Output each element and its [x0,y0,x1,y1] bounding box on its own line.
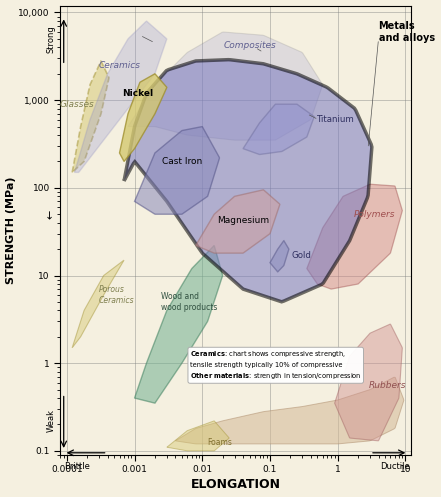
Polygon shape [243,104,314,155]
Polygon shape [335,324,402,441]
Text: Weak: Weak [46,410,55,432]
Text: Rubbers: Rubbers [369,381,407,391]
Polygon shape [128,32,323,140]
Text: Magnesium: Magnesium [217,216,269,225]
Polygon shape [270,241,289,272]
X-axis label: ELONGATION: ELONGATION [191,479,280,492]
Polygon shape [135,246,223,403]
Polygon shape [176,377,404,444]
Text: Gold: Gold [292,251,312,260]
Polygon shape [72,61,109,172]
Y-axis label: STRENGTH (MPa): STRENGTH (MPa) [6,176,15,284]
Polygon shape [120,74,167,162]
Text: Cast Iron: Cast Iron [162,157,202,166]
Polygon shape [196,190,280,253]
Text: Ceramics: Ceramics [98,61,141,70]
Polygon shape [135,127,219,214]
Text: Nickel: Nickel [122,89,153,98]
Text: $\bf{Ceramics}$: chart shows compressive strength,
tensile strength typically 10: $\bf{Ceramics}$: chart shows compressive… [190,349,362,381]
Text: Porous
Ceramics: Porous Ceramics [99,285,135,305]
Text: Metals
and alloys: Metals and alloys [378,21,435,43]
Polygon shape [307,184,402,289]
Text: Glasses: Glasses [60,100,94,109]
Text: Wood and
wood products: Wood and wood products [161,292,218,312]
Text: Strong: Strong [46,25,55,53]
Text: Titanium: Titanium [318,115,355,124]
Polygon shape [124,60,372,302]
Text: Brittle: Brittle [64,462,90,471]
Polygon shape [75,21,167,172]
Text: Foams: Foams [208,438,232,447]
Polygon shape [72,260,124,348]
Polygon shape [167,421,229,451]
Text: Ductile: Ductile [380,462,410,471]
Text: ←: ← [46,210,56,219]
Text: Polymers: Polymers [354,210,395,219]
Text: Composites: Composites [223,41,276,50]
